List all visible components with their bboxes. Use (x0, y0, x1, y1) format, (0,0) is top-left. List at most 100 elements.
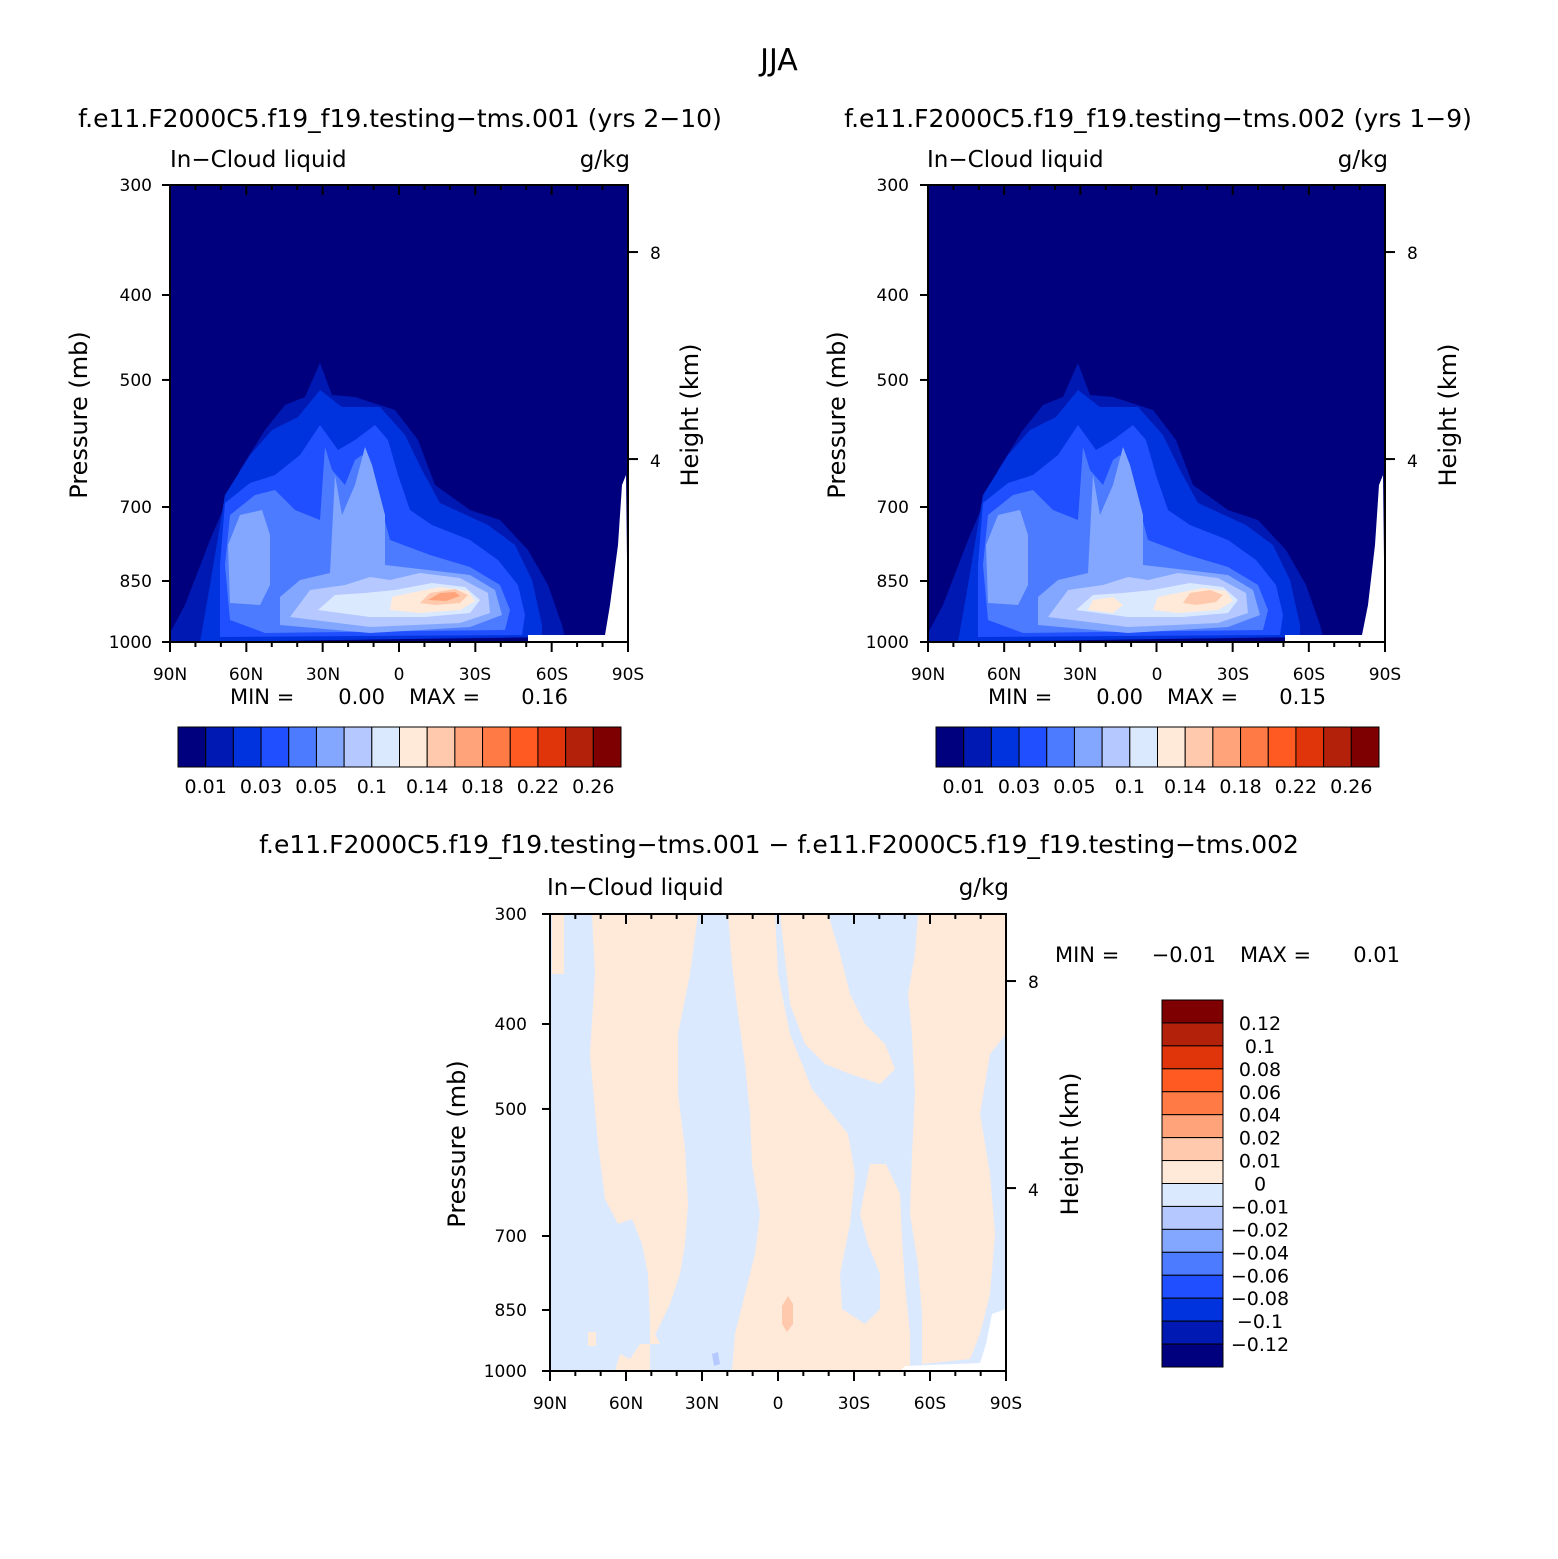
y-tick-label: 400 (495, 1015, 527, 1035)
max-value: 0.01 (1353, 943, 1400, 967)
contour-fill (782, 1296, 793, 1332)
min-label: MIN = (230, 685, 294, 709)
colorbar-swatch (1184, 726, 1214, 768)
colorbar-swatch (963, 726, 992, 768)
colorbar-label: 0.01 (943, 776, 985, 798)
y-tick-label: 1000 (866, 633, 909, 653)
colorbar-label: 0.02 (1239, 1128, 1281, 1150)
y-tick-label: 850 (495, 1301, 527, 1321)
panel-3-variable-label: In−Cloud liquid (547, 875, 724, 901)
max-label: MAX = (409, 685, 480, 709)
colorbar-swatch (399, 726, 428, 768)
panel-1-y-ticks: 300 400 500 700 850 1000 8 4 (109, 176, 661, 653)
panel-2-y-ticks: 300 400 500 700 850 1000 8 4 (866, 176, 1418, 653)
colorbar-swatch (1240, 726, 1269, 768)
colorbar-swatch (1161, 1251, 1224, 1276)
colorbar-swatch (509, 726, 539, 768)
colorbar-swatch (1161, 1091, 1224, 1116)
max-value: 0.16 (521, 685, 568, 709)
colorbar-swatch (1161, 1297, 1224, 1322)
panel-2-y-axis-label: Pressure (mb) (823, 331, 851, 498)
y-right-tick-label: 4 (650, 452, 661, 472)
colorbar-swatch (1161, 1274, 1224, 1299)
x-tick-label: 60N (609, 1394, 643, 1414)
panel-2-field (928, 185, 1385, 642)
contour-fill (1183, 590, 1223, 605)
x-tick-label: 30S (459, 665, 491, 685)
colorbar-label: 0 (1254, 1174, 1266, 1196)
colorbar-swatch (1323, 726, 1352, 768)
panel-3-title: f.e11.F2000C5.f19_f19.testing−tms.001 − … (259, 830, 1299, 859)
panel-1-x-ticks: 90N 60N 30N 0 30S 60S 90S (153, 665, 644, 685)
panel-3-colorbar-labels: 0.120.10.080.060.040.020.010−0.01−0.02−0… (1231, 1013, 1289, 1356)
panel-1-units-label: g/kg (580, 147, 630, 173)
panel-3-field (550, 914, 1006, 1371)
colorbar-label: 0.22 (1275, 776, 1317, 798)
colorbar-swatch (1350, 726, 1380, 768)
panel-1-stats: MIN = 0.00 MAX = 0.16 (230, 685, 568, 709)
panel-1-field (170, 185, 628, 642)
colorbar-swatch (1129, 726, 1158, 768)
colorbar-label: −0.01 (1231, 1196, 1289, 1218)
min-label: MIN = (988, 685, 1052, 709)
colorbar-label: 0.01 (1239, 1151, 1281, 1173)
colorbar-swatch (1161, 1045, 1224, 1070)
y-tick-label: 300 (120, 176, 152, 196)
panel-3: f.e11.F2000C5.f19_f19.testing−tms.001 − … (259, 830, 1400, 1414)
colorbar-label: 0.26 (1330, 776, 1372, 798)
colorbar-swatch (565, 726, 594, 768)
y-tick-label: 500 (495, 1100, 527, 1120)
colorbar-swatch (205, 726, 234, 768)
colorbar-swatch (288, 726, 317, 768)
colorbar-label: 0.26 (572, 776, 614, 798)
panel-1-title: f.e11.F2000C5.f19_f19.testing−tms.001 (y… (78, 104, 722, 133)
panel-1-colorbar (177, 726, 622, 768)
contour-fill (908, 914, 1006, 1364)
x-tick-label: 90S (612, 665, 644, 685)
panel-3-stats: MIN = −0.01 MAX = 0.01 (1055, 943, 1400, 967)
y-tick-label: 500 (877, 371, 909, 391)
x-tick-label: 60N (987, 665, 1021, 685)
panel-1-colorbar-labels: 0.01 0.03 0.05 0.1 0.14 0.18 0.22 0.26 (185, 776, 615, 798)
colorbar-swatch (454, 726, 484, 768)
colorbar-swatch (177, 726, 207, 768)
colorbar-swatch (1161, 1228, 1224, 1253)
x-tick-label: 0 (773, 1394, 784, 1414)
panel-2-title: f.e11.F2000C5.f19_f19.testing−tms.002 (y… (844, 104, 1472, 133)
panel-3-y-right-axis-label: Height (km) (1056, 1073, 1084, 1216)
contour-fill (712, 1352, 720, 1366)
panel-2-x-ticks: 90N 60N 30N 0 30S 60S 90S (911, 665, 1401, 685)
colorbar-label: −0.08 (1231, 1288, 1289, 1310)
colorbar-swatch (1073, 726, 1103, 768)
y-tick-label: 850 (877, 572, 909, 592)
panel-2-stats: MIN = 0.00 MAX = 0.15 (988, 685, 1326, 709)
x-tick-label: 60S (1293, 665, 1325, 685)
colorbar-swatch (990, 726, 1020, 768)
y-tick-label: 700 (120, 498, 152, 518)
colorbar-swatch (260, 726, 290, 768)
x-tick-label: 90S (990, 1394, 1022, 1414)
colorbar-label: 0.01 (185, 776, 227, 798)
panel-2-y-right-axis-label: Height (km) (1434, 344, 1462, 487)
x-tick-label: 30N (1063, 665, 1097, 685)
figure-title: JJA (758, 43, 798, 78)
min-value: −0.01 (1152, 943, 1216, 967)
colorbar-swatch (315, 726, 345, 768)
colorbar-swatch (343, 726, 373, 768)
colorbar-swatch (232, 726, 262, 768)
colorbar-label: −0.04 (1231, 1242, 1289, 1264)
contour-fill (550, 914, 660, 1371)
x-tick-label: 30S (1217, 665, 1249, 685)
colorbar-label: −0.1 (1237, 1311, 1283, 1333)
y-tick-label: 500 (120, 371, 152, 391)
colorbar-label: −0.12 (1231, 1334, 1289, 1356)
colorbar-label: 0.12 (1239, 1013, 1281, 1035)
colorbar-swatch (1212, 726, 1242, 768)
y-tick-label: 300 (495, 905, 527, 925)
colorbar-swatch (1161, 1205, 1224, 1230)
colorbar-swatch (1161, 1183, 1224, 1207)
contour-fill (552, 914, 564, 974)
panel-3-units-label: g/kg (959, 875, 1009, 901)
x-tick-label: 30N (685, 1394, 719, 1414)
